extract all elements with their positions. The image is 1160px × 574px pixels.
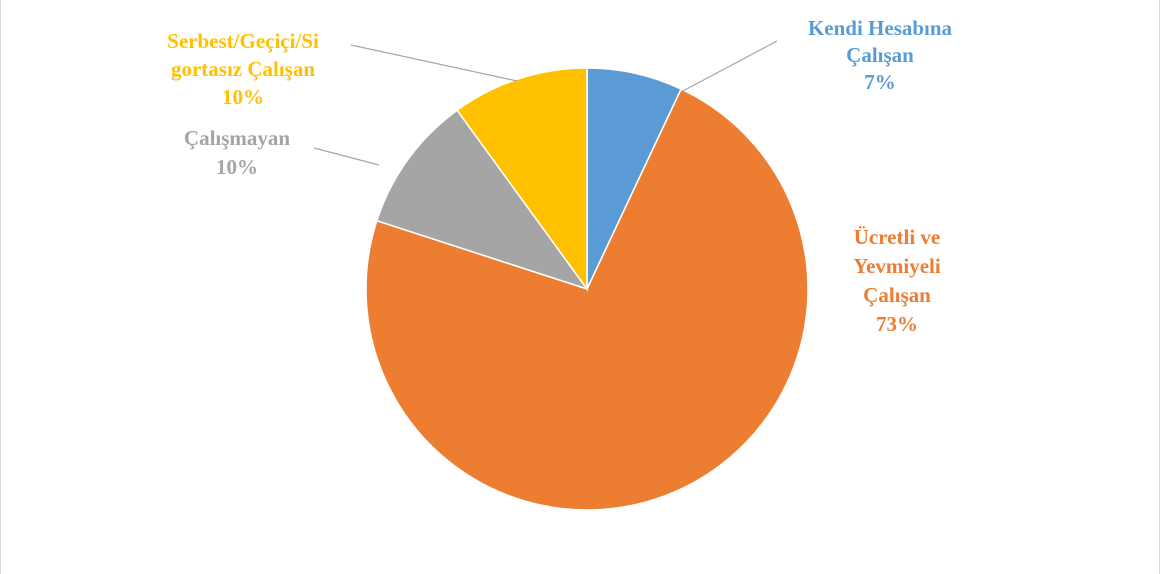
data-label-text: Ücretli ve — [854, 225, 940, 249]
leader-line-3 — [313, 147, 380, 166]
data-label-2: Ücretli ve Yevmiyeli Çalışan 73% — [853, 225, 941, 336]
data-label-1: Kendi Hesabına Çalışan 7% — [808, 16, 953, 94]
data-label-3: Çalışmayan 10% — [184, 126, 291, 179]
data-label-text: Serbest/Geçiçi/Si — [167, 29, 319, 53]
data-label-text: gortasız Çalışan — [171, 57, 315, 81]
data-label-percent: 10% — [222, 85, 264, 109]
data-label-text: Çalışmayan — [184, 126, 291, 150]
data-label-text: Çalışan — [863, 283, 931, 307]
data-label-text: Kendi Hesabına — [808, 16, 953, 40]
data-label-percent: 73% — [876, 312, 918, 336]
data-label-percent: 7% — [864, 70, 896, 94]
pie-slice-4 — [456, 67, 588, 292]
pie-slice-3 — [375, 109, 589, 291]
leader-line-4 — [350, 44, 518, 82]
data-label-4: Serbest/Geçiçi/Si gortasız Çalışan 10% — [167, 29, 319, 109]
pie-slice-2 — [365, 88, 809, 511]
data-label-text: Çalışan — [846, 43, 914, 67]
leader-line-1 — [680, 40, 778, 93]
data-label-text: Yevmiyeli — [853, 254, 941, 278]
data-label-percent: 10% — [216, 155, 258, 179]
